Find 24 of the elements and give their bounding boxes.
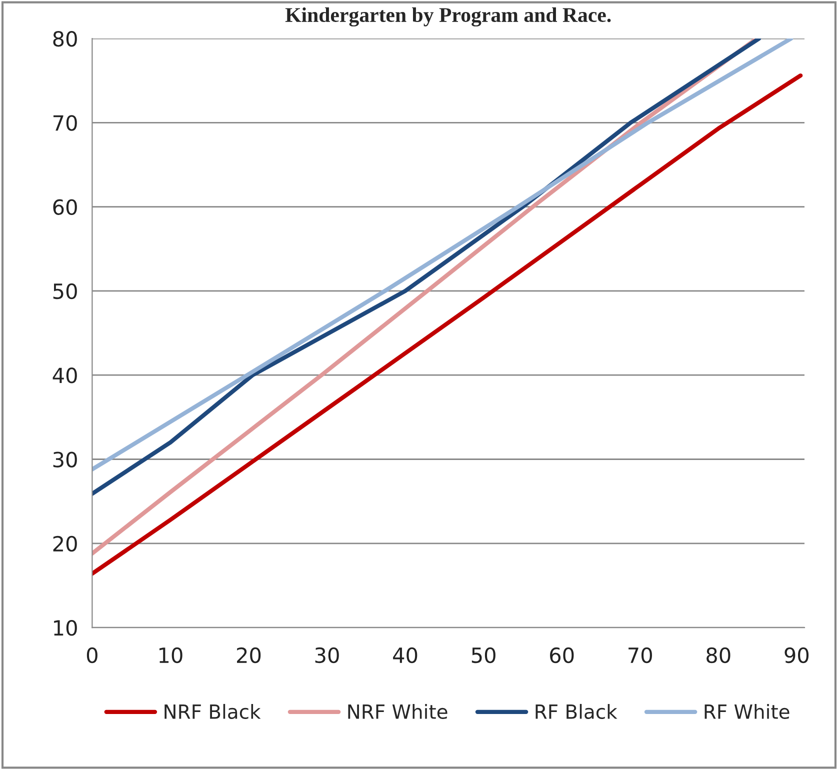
y-tick-label: 40 <box>52 368 77 384</box>
x-tick-label: 50 <box>472 647 496 664</box>
x-tick-label: 30 <box>315 647 339 664</box>
x-tick-label: 10 <box>159 647 182 664</box>
chart-title: Kindergarten by Program and Race. <box>285 7 611 26</box>
y-tick-label: 10 <box>54 620 77 636</box>
x-tick-label: 60 <box>550 647 574 664</box>
legend-label: RF White <box>704 704 790 720</box>
y-tick-label: 30 <box>53 452 77 468</box>
y-tick-label: 70 <box>53 115 77 131</box>
y-tick-label: 80 <box>53 30 77 47</box>
x-tick-label: 80 <box>706 647 730 664</box>
y-tick-label: 50 <box>53 283 77 300</box>
x-tick-label: 40 <box>393 647 418 664</box>
x-tick-label: 20 <box>237 647 261 664</box>
x-tick-label: 70 <box>628 647 652 664</box>
x-tick-label: 0 <box>86 647 98 664</box>
y-tick-label: 60 <box>53 199 77 216</box>
line-series <box>92 73 803 576</box>
legend-label: RF Black <box>536 704 618 720</box>
x-tick-label: 90 <box>784 647 809 664</box>
legend-label: NRF White <box>348 704 448 720</box>
legend-label: NRF Black <box>164 704 261 720</box>
y-tick-label: 20 <box>53 536 77 552</box>
